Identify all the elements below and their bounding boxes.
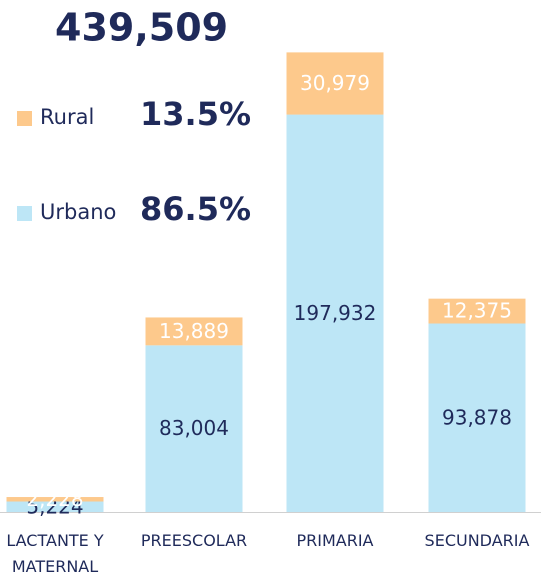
legend-label: Rural [40, 105, 94, 129]
x-tick-label: LACTANTE Y MATERNAL [6, 531, 104, 576]
data-label: 93,878 [442, 405, 512, 429]
bar-segment [6, 501, 104, 512]
x-tick-label: SECUNDARIA [424, 531, 530, 550]
legend-share: 13.5% [140, 95, 251, 133]
chart-title: 439,509 [55, 6, 228, 50]
data-label: 30,979 [300, 71, 370, 95]
x-tick-label: PREESCOLAR [140, 531, 248, 550]
data-label: 197,932 [294, 301, 377, 325]
legend-swatch [17, 111, 32, 126]
legend-label: Urbano [40, 200, 116, 224]
bar-segment [145, 317, 243, 346]
x-tick-label: PRIMARIA [296, 531, 374, 550]
data-label: 12,375 [442, 299, 512, 323]
bar-segment [428, 298, 526, 324]
bar-segment [6, 497, 104, 502]
legend-share: 86.5% [140, 190, 251, 228]
bar-segment [145, 345, 243, 512]
bar-segment [286, 52, 384, 115]
legend-swatch [17, 206, 32, 221]
bar-segment [286, 114, 384, 513]
data-label: 13,889 [159, 319, 229, 343]
bar-segment [428, 323, 526, 512]
data-label: 83,004 [159, 416, 229, 440]
data-label: 2,228 [26, 487, 83, 511]
